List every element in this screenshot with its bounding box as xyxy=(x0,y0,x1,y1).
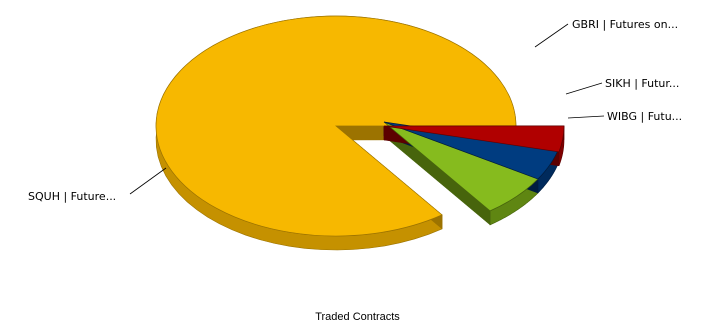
pie-slices xyxy=(155,15,565,251)
slice-label-2: SIKH | Futur... xyxy=(605,77,679,90)
label-leader-2 xyxy=(565,82,603,95)
slice-label-3: WIBG | Futu... xyxy=(607,110,682,123)
slice-label-1: GBRI | Futures on... xyxy=(572,18,678,31)
label-leader-0 xyxy=(129,167,167,195)
pie-labels: SQUH | Future... GBRI | Futures on... SIKH… xyxy=(28,18,682,203)
chart-title: Traded Contracts xyxy=(315,311,400,323)
slice-label-0: SQUH | Future... xyxy=(28,190,116,203)
label-leader-1 xyxy=(534,23,569,48)
label-leader-3 xyxy=(567,115,605,119)
slice-0[interactable] xyxy=(155,15,517,237)
slice-3[interactable] xyxy=(383,125,565,153)
